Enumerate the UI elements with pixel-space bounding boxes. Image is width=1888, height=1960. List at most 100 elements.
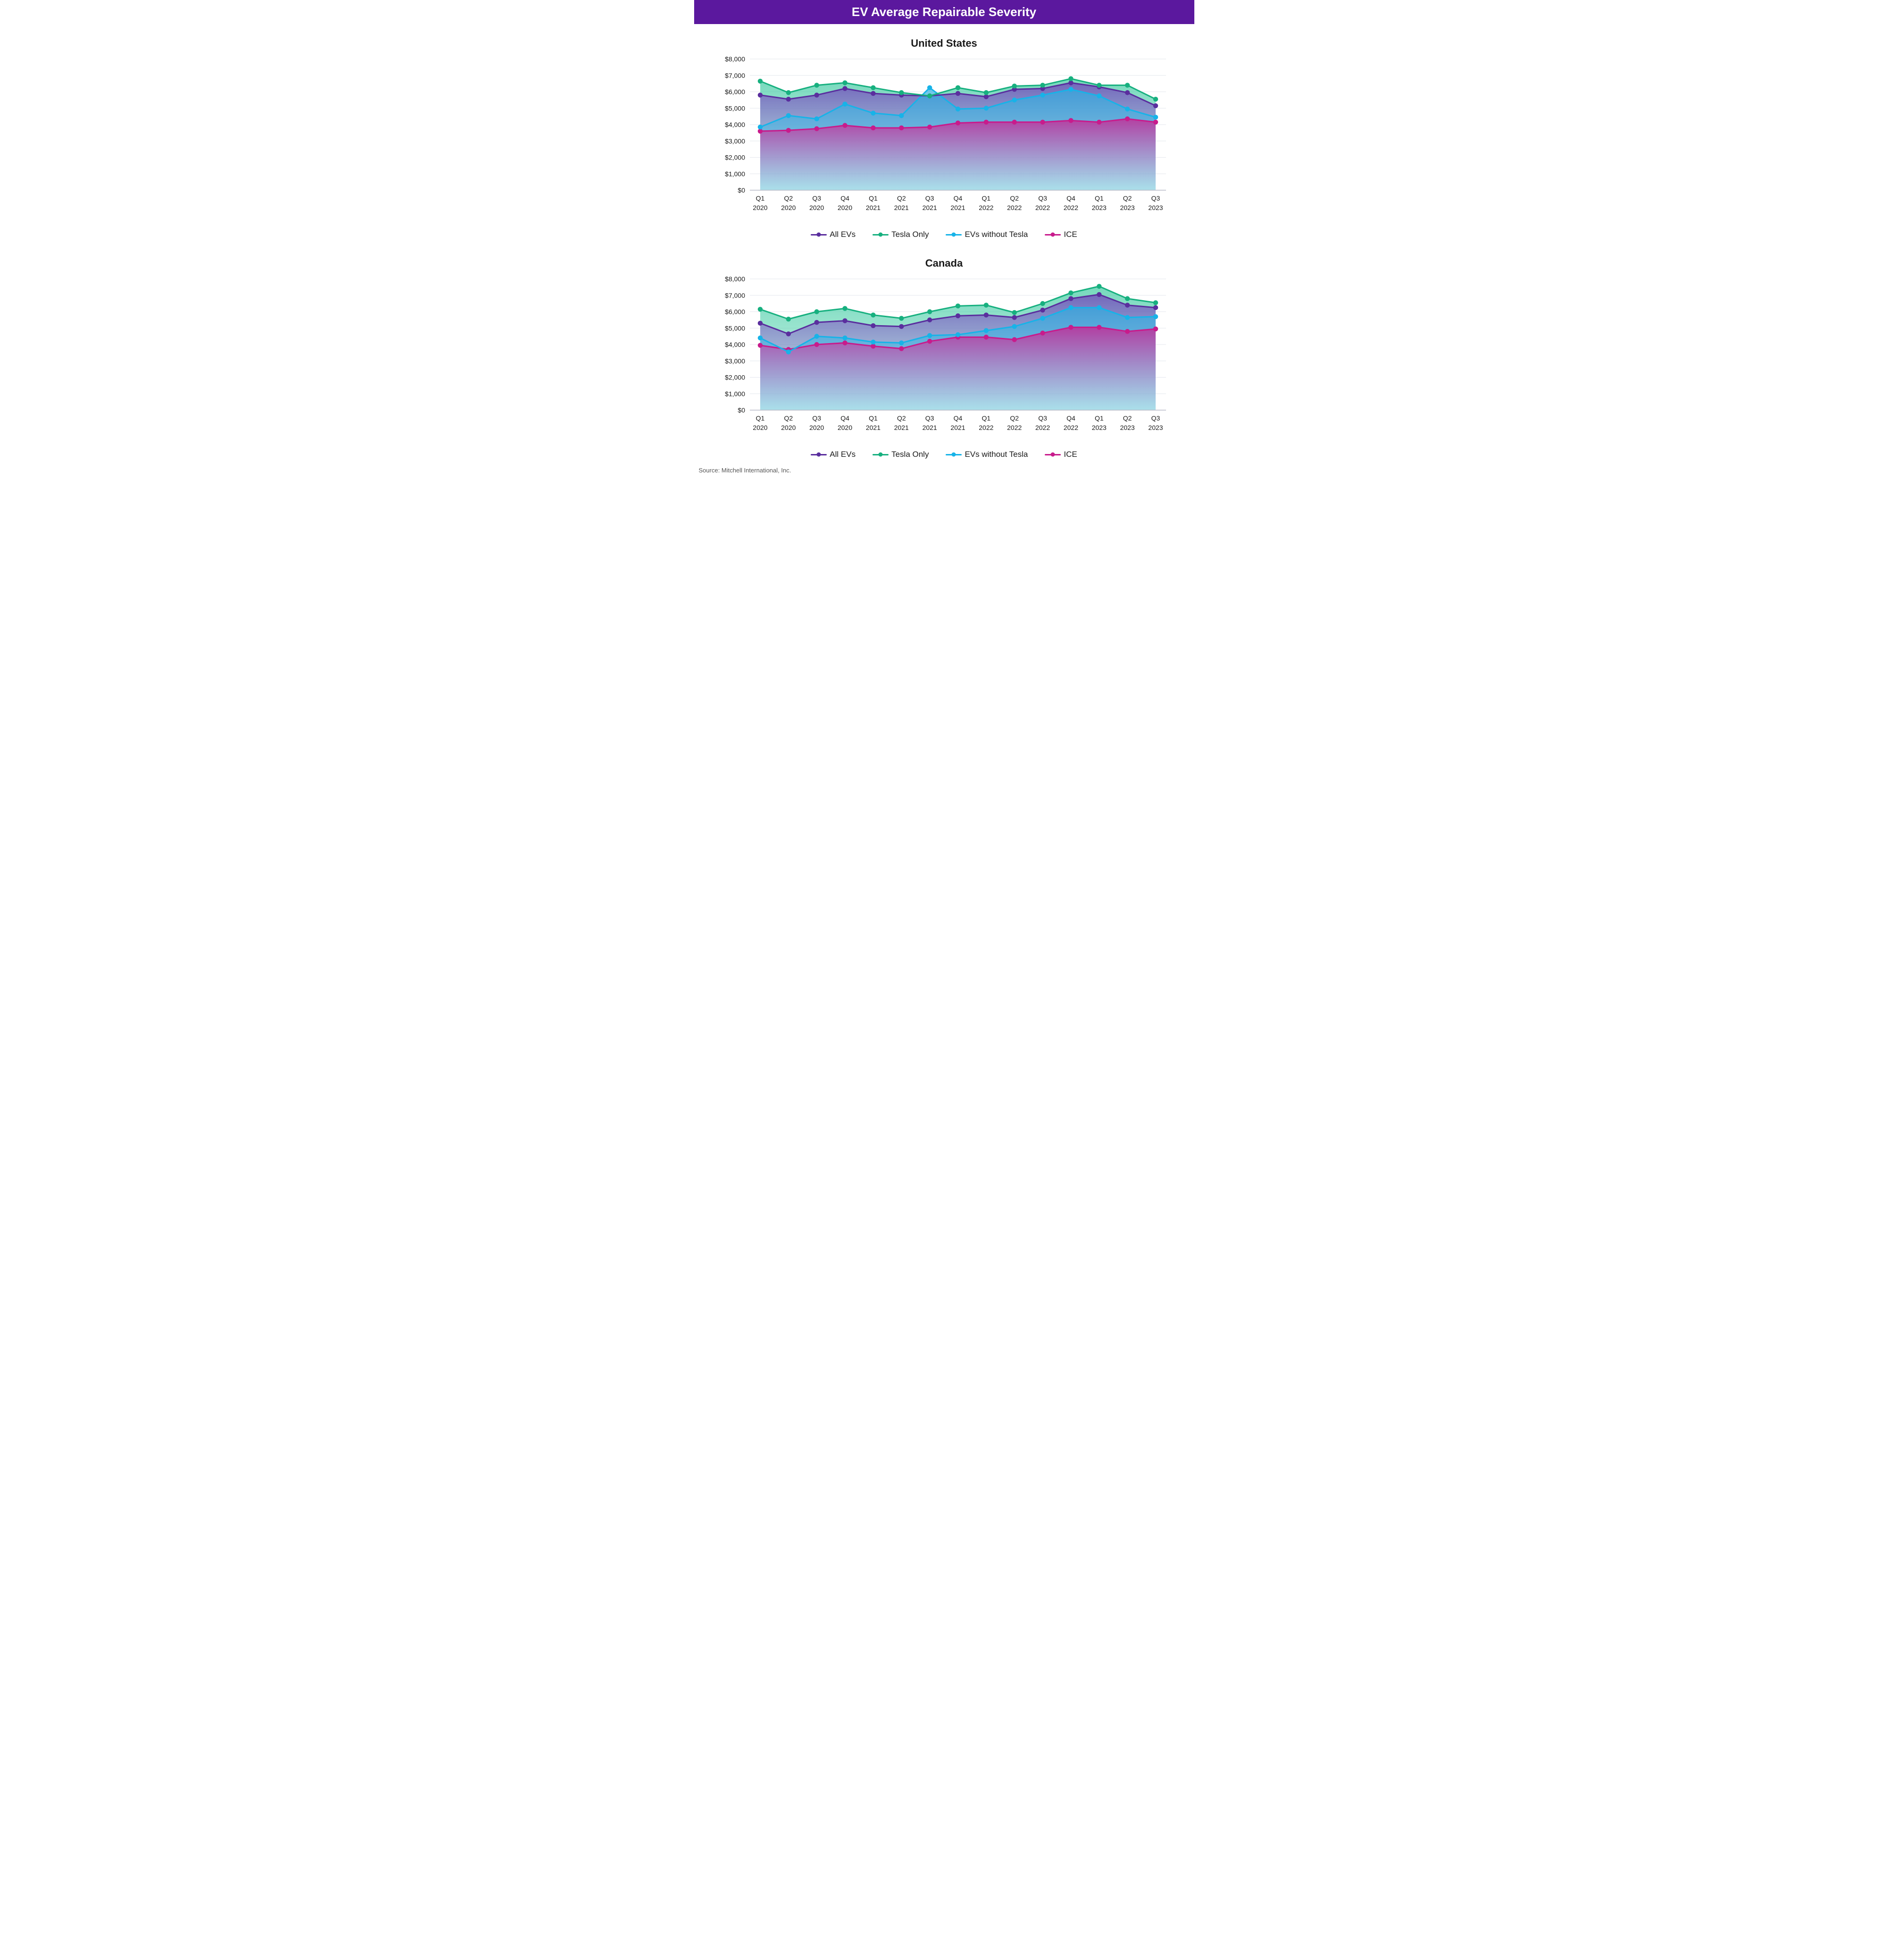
svg-text:$1,000: $1,000 bbox=[725, 390, 745, 397]
svg-text:2022: 2022 bbox=[1063, 424, 1078, 431]
svg-text:Q3: Q3 bbox=[1038, 414, 1047, 422]
legend-swatch bbox=[873, 454, 889, 455]
svg-text:$8,000: $8,000 bbox=[725, 55, 745, 63]
svg-text:Q3: Q3 bbox=[812, 414, 821, 422]
svg-text:2021: 2021 bbox=[865, 204, 880, 211]
legend: All EVsTesla OnlyEVs without TeslaICE bbox=[713, 230, 1175, 239]
svg-text:2021: 2021 bbox=[950, 424, 965, 431]
svg-text:Q3: Q3 bbox=[1151, 194, 1160, 202]
svg-text:2023: 2023 bbox=[1120, 204, 1134, 211]
svg-text:$4,000: $4,000 bbox=[725, 341, 745, 348]
svg-text:2023: 2023 bbox=[1148, 204, 1163, 211]
svg-text:Q1: Q1 bbox=[869, 414, 878, 422]
svg-text:2023: 2023 bbox=[1120, 424, 1134, 431]
legend-swatch bbox=[811, 234, 827, 236]
svg-text:Q4: Q4 bbox=[840, 414, 849, 422]
svg-text:2021: 2021 bbox=[894, 424, 908, 431]
svg-text:2023: 2023 bbox=[1091, 204, 1106, 211]
svg-text:2022: 2022 bbox=[1035, 424, 1049, 431]
legend-label: All EVs bbox=[830, 230, 856, 239]
svg-text:2020: 2020 bbox=[753, 424, 767, 431]
svg-text:2021: 2021 bbox=[894, 204, 908, 211]
svg-text:2022: 2022 bbox=[1063, 204, 1078, 211]
svg-text:Q1: Q1 bbox=[869, 194, 878, 202]
svg-text:2022: 2022 bbox=[979, 424, 993, 431]
legend-swatch bbox=[946, 454, 962, 455]
legend-item: EVs without Tesla bbox=[946, 450, 1028, 459]
legend-label: Tesla Only bbox=[891, 230, 929, 239]
legend-swatch bbox=[1045, 234, 1061, 236]
legend-item: All EVs bbox=[811, 230, 856, 239]
legend-label: All EVs bbox=[830, 450, 856, 459]
svg-text:2020: 2020 bbox=[809, 424, 824, 431]
svg-text:$5,000: $5,000 bbox=[725, 104, 745, 112]
svg-text:Q1: Q1 bbox=[755, 194, 764, 202]
charts-host: United States $0 $1,000 $2,000 $3,000 $4,000 $… bbox=[694, 24, 1194, 464]
svg-text:$8,000: $8,000 bbox=[725, 275, 745, 283]
svg-text:2020: 2020 bbox=[837, 204, 852, 211]
svg-text:$2,000: $2,000 bbox=[725, 154, 745, 161]
svg-text:$6,000: $6,000 bbox=[725, 308, 745, 316]
legend-swatch bbox=[873, 234, 889, 236]
svg-text:2020: 2020 bbox=[781, 424, 796, 431]
svg-text:$0: $0 bbox=[738, 186, 745, 194]
svg-text:$3,000: $3,000 bbox=[725, 137, 745, 145]
svg-text:2023: 2023 bbox=[1091, 424, 1106, 431]
svg-text:Q1: Q1 bbox=[982, 414, 990, 422]
svg-text:2020: 2020 bbox=[753, 204, 767, 211]
svg-text:2023: 2023 bbox=[1148, 424, 1163, 431]
legend-swatch bbox=[811, 454, 827, 455]
svg-text:Q4: Q4 bbox=[1066, 194, 1075, 202]
svg-text:Q3: Q3 bbox=[925, 194, 934, 202]
legend-swatch bbox=[1045, 454, 1061, 455]
chart-title: Canada bbox=[713, 257, 1175, 269]
svg-text:2022: 2022 bbox=[1007, 204, 1022, 211]
svg-text:Q2: Q2 bbox=[1010, 194, 1019, 202]
source-text: Source: Mitchell International, Inc. bbox=[694, 464, 1194, 479]
legend-item: ICE bbox=[1045, 230, 1077, 239]
svg-text:2022: 2022 bbox=[1035, 204, 1049, 211]
svg-text:$3,000: $3,000 bbox=[725, 357, 745, 365]
svg-text:$4,000: $4,000 bbox=[725, 121, 745, 128]
svg-text:$1,000: $1,000 bbox=[725, 170, 745, 177]
svg-text:2021: 2021 bbox=[922, 424, 937, 431]
legend-marker bbox=[952, 453, 956, 457]
svg-text:Q3: Q3 bbox=[925, 414, 934, 422]
svg-text:$2,000: $2,000 bbox=[725, 374, 745, 381]
svg-text:$6,000: $6,000 bbox=[725, 88, 745, 96]
svg-text:Q4: Q4 bbox=[953, 414, 962, 422]
legend-swatch bbox=[946, 234, 962, 236]
svg-text:$7,000: $7,000 bbox=[725, 72, 745, 79]
legend-marker bbox=[817, 453, 821, 457]
legend-item: ICE bbox=[1045, 450, 1077, 459]
svg-text:Q3: Q3 bbox=[812, 194, 821, 202]
svg-text:Q2: Q2 bbox=[897, 194, 906, 202]
svg-text:2022: 2022 bbox=[979, 204, 993, 211]
svg-text:$7,000: $7,000 bbox=[725, 292, 745, 299]
legend-label: ICE bbox=[1064, 450, 1077, 459]
legend-label: ICE bbox=[1064, 230, 1077, 239]
svg-text:Q1: Q1 bbox=[1094, 194, 1103, 202]
svg-text:2020: 2020 bbox=[809, 204, 824, 211]
svg-text:2021: 2021 bbox=[950, 204, 965, 211]
legend-marker bbox=[879, 233, 883, 237]
svg-text:Q4: Q4 bbox=[840, 194, 849, 202]
svg-text:$5,000: $5,000 bbox=[725, 324, 745, 332]
svg-text:Q2: Q2 bbox=[897, 414, 906, 422]
svg-text:2020: 2020 bbox=[837, 424, 852, 431]
main-container: EV Average Repairable Severity United St… bbox=[694, 0, 1194, 479]
svg-text:Q1: Q1 bbox=[755, 414, 764, 422]
svg-text:Q2: Q2 bbox=[784, 194, 793, 202]
legend-item: All EVs bbox=[811, 450, 856, 459]
svg-text:Q3: Q3 bbox=[1038, 194, 1047, 202]
chart-title: United States bbox=[713, 37, 1175, 50]
svg-text:2020: 2020 bbox=[781, 204, 796, 211]
legend: All EVsTesla OnlyEVs without TeslaICE bbox=[713, 450, 1175, 459]
chart-block: Canada$0$1,000$2,000$3,000$4,000$5,000$6… bbox=[694, 244, 1194, 464]
header-title: EV Average Repairable Severity bbox=[694, 0, 1194, 24]
legend-marker bbox=[952, 233, 956, 237]
chart-svg: $0$1,000$2,000$3,000$4,000$5,000$6,000$7… bbox=[713, 273, 1175, 443]
legend-label: EVs without Tesla bbox=[965, 450, 1028, 459]
chart-block: United States $0 $1,000 $2,000 $3,000 $4,000 $… bbox=[694, 24, 1194, 244]
svg-text:2021: 2021 bbox=[922, 204, 937, 211]
